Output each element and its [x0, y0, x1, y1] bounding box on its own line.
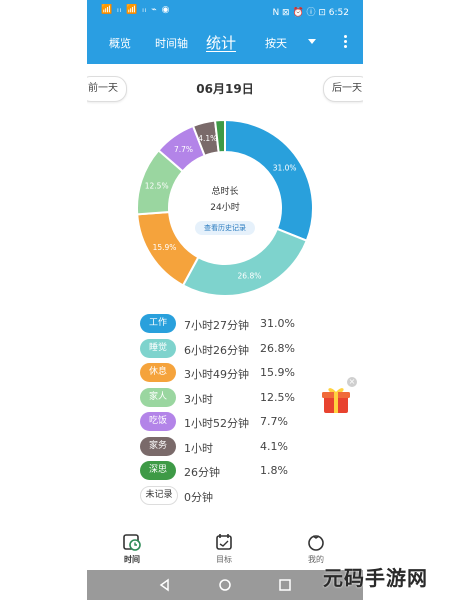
nav-goal[interactable]: 目标: [199, 528, 249, 570]
status-bar: 📶 ᵢᵢ 📶 ᵢᵢ ⌁ ◉ N ⊠ ⏰ ⓘ ⊡ 6:52: [87, 0, 363, 22]
prev-day-button[interactable]: 前一天: [87, 76, 127, 102]
category-pill: 未记录: [140, 485, 178, 505]
category-percent: 26.8%: [260, 341, 295, 355]
category-percent: 4.1%: [260, 439, 288, 453]
donut-slice-label: 4.1%: [198, 134, 217, 143]
category-duration: 7小时27分钟: [184, 319, 249, 332]
tab-timeline[interactable]: 时间轴: [155, 37, 188, 50]
tab-statistics[interactable]: 统计: [206, 34, 237, 52]
total-duration-value: 24小时: [210, 203, 240, 213]
category-pill: 吃饭: [140, 412, 176, 431]
category-duration: 3小时49分钟: [184, 368, 249, 381]
view-history-button[interactable]: 查看历史记录: [195, 221, 255, 235]
category-duration: 0分钟: [184, 490, 213, 504]
donut-slice-label: 7.7%: [174, 145, 193, 154]
donut-slice: [213, 118, 226, 154]
back-icon[interactable]: [157, 577, 173, 593]
system-navigation-bar: [87, 570, 363, 600]
category-pill: 深思: [140, 461, 176, 480]
current-date: 06月19日: [196, 82, 254, 96]
bottom-navigation: 时间 目标 我的: [87, 528, 363, 570]
donut-slice-label: 12.5%: [145, 181, 169, 190]
donut-chart: 31.0% 26.8% 15.9% 12.5% 7.7% 4.1%: [136, 118, 314, 297]
target-calendar-icon: [216, 534, 232, 550]
donut-slice: [181, 227, 308, 297]
category-duration: 3小时: [184, 392, 213, 406]
donut-slice-label: 26.8%: [238, 272, 262, 281]
category-duration: 1小时52分钟: [184, 417, 249, 430]
category-pill: 睡觉: [140, 338, 176, 358]
nav-time-label: 时间: [124, 555, 140, 564]
category-pill: 家务: [140, 436, 176, 456]
category-percent: 1.8%: [260, 464, 288, 477]
recents-icon[interactable]: [277, 577, 293, 593]
home-icon[interactable]: [217, 577, 233, 593]
category-percent: 12.5%: [260, 390, 295, 404]
donut-slice-label: 31.0%: [273, 164, 297, 173]
category-duration: 1小时: [184, 441, 213, 455]
category-duration: 26分钟: [184, 466, 220, 479]
category-pill: 家人: [140, 387, 176, 407]
nav-goal-label: 目标: [216, 555, 232, 564]
category-percent: 15.9%: [260, 366, 295, 379]
nav-mine[interactable]: 我的: [291, 528, 341, 570]
close-icon[interactable]: ×: [347, 377, 357, 387]
category-duration: 6小时26分钟: [184, 343, 249, 357]
tomato-icon: [308, 535, 324, 551]
status-right: N ⊠ ⏰ ⓘ ⊡ 6:52: [272, 8, 349, 18]
more-vert-icon[interactable]: [342, 35, 348, 51]
category-pill: 工作: [140, 314, 176, 333]
next-day-button[interactable]: 后一天: [323, 76, 363, 102]
donut-slice-label: 15.9%: [153, 243, 177, 252]
category-pill: 休息: [140, 363, 176, 382]
nav-time[interactable]: 时间: [107, 528, 157, 570]
category-percent: 31.0%: [260, 317, 295, 330]
category-percent: 7.7%: [260, 415, 288, 428]
watermark: 元码手游网: [323, 566, 428, 590]
clock-icon: [123, 534, 141, 551]
period-selector[interactable]: 按天: [265, 37, 287, 50]
tab-overview[interactable]: 概览: [109, 37, 131, 50]
app-bar: 概览 时间轴 统计 按天: [87, 22, 363, 64]
chevron-down-icon[interactable]: [308, 39, 316, 44]
status-left-icons: 📶 ᵢᵢ 📶 ᵢᵢ ⌁ ◉: [101, 5, 171, 15]
total-duration-label: 总时长: [211, 187, 239, 197]
date-navigator: 前一天 06月19日 后一天: [87, 72, 363, 102]
phone-screen: 📶 ᵢᵢ 📶 ᵢᵢ ⌁ ◉ N ⊠ ⏰ ⓘ ⊡ 6:52 概览 时间轴 统计 按…: [87, 0, 363, 600]
gift-icon[interactable]: [320, 383, 352, 415]
nav-mine-label: 我的: [308, 555, 324, 564]
